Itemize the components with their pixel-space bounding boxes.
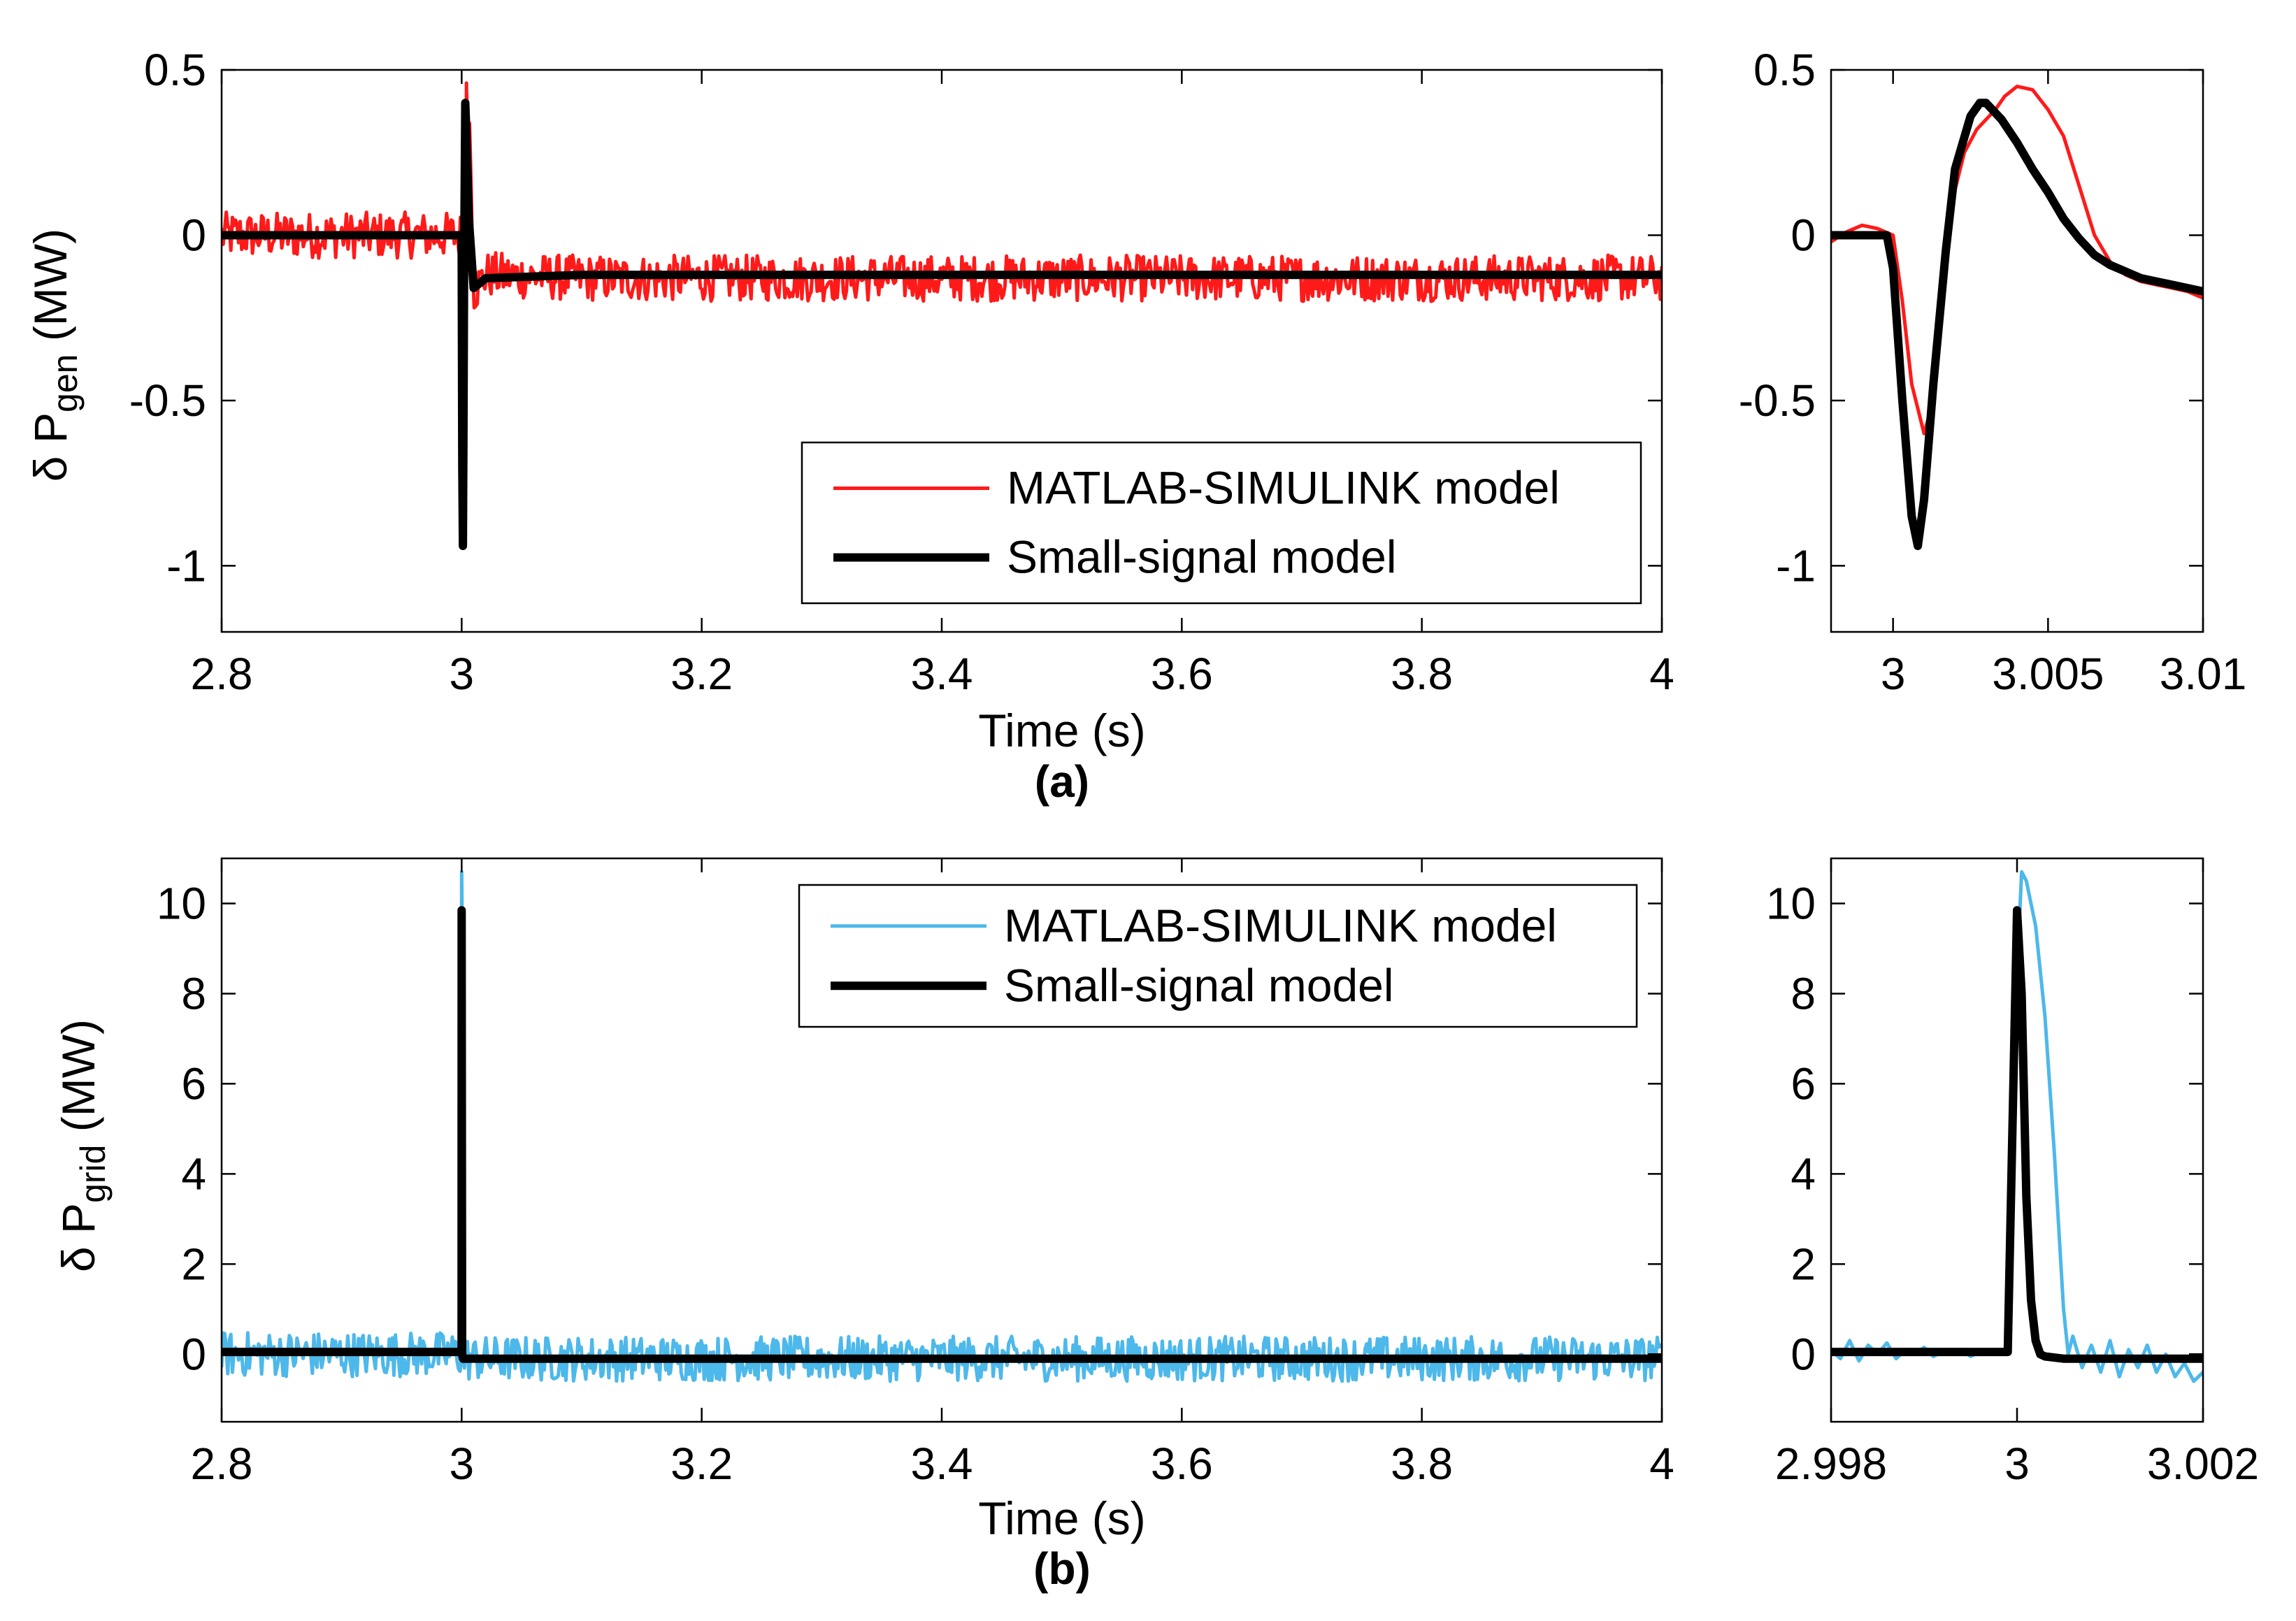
panel-a-ylabel-sub: gen [45,354,85,412]
x-tick-label: 3.002 [2147,1439,2259,1489]
x-tick-label: 2.8 [191,1439,253,1489]
series-b-zoom-simulink [1831,870,2203,1383]
x-tick-label: 2.8 [191,649,253,699]
panel-a-zoom-chart: 3 3.005 3.01 0.5 0 -0.5 -1 [1739,45,2247,699]
panel-a-ylabel: δ Pgen (MW) [24,229,85,482]
series-a-main-small-signal [222,99,1662,550]
x-tick-label: 2.998 [1775,1439,1887,1489]
series-b-main-small-signal [222,906,1662,1363]
panel-b-zoom-chart: 2.998 3 3.002 10 8 6 4 2 0 [1766,857,2259,1489]
y-tick-label: 10 [157,878,206,928]
legend-box [798,884,1638,1028]
svg-text:δ Pgen (MW): δ Pgen (MW) [24,229,85,482]
x-tick-label: 3 [1881,649,1906,699]
svg-text:δ Pgrid (MW): δ Pgrid (MW) [52,1019,113,1272]
y-tick-label: 4 [1791,1148,1816,1199]
x-tick-label: 4 [1649,649,1674,699]
legend-label-small-signal: Small-signal model [1004,959,1394,1011]
y-tick-label: 0 [181,1329,206,1379]
y-tick-label: -0.5 [1739,375,1816,426]
y-tick-label: -0.5 [129,375,206,426]
legend-label-small-signal: Small-signal model [1007,531,1397,583]
x-tick-label: 3 [450,649,475,699]
x-tick-label: 3.2 [670,649,733,699]
panel-b-label: (b) [1033,1543,1091,1594]
axes-box-a-zoom [1830,69,2204,633]
y-tick-label: -1 [166,540,206,591]
panel-b-ylabel-suffix: (MW) [52,1019,104,1145]
series-a-main-simulink [222,81,1662,419]
y-tick-label: 4 [181,1148,206,1199]
panel-b-ylabel-sub: grid [73,1145,113,1203]
panel-b-ylabel: δ Pgrid (MW) [52,1019,113,1272]
y-tick-label: 0.5 [144,45,206,95]
y-tick-label: 0 [1791,1329,1816,1379]
y-tick-label: 8 [1791,968,1816,1018]
panel-a-label: (a) [1035,756,1089,807]
y-tick-label: 0 [181,210,206,260]
panel-a-ylabel-suffix: (MW) [24,229,76,354]
y-tick-label: 0 [1791,210,1816,260]
x-tick-label: 3.8 [1391,649,1453,699]
x-tick-label: 3.8 [1391,1439,1453,1489]
series-b-zoom-small-signal [1831,906,2203,1363]
legend-label-simulink: MATLAB-SIMULINK model [1007,462,1560,514]
panel-a-main-chart: δ Pgen (MW) Time (s) (a) 2.8 3 3.2 3.4 3.6 3.… [24,45,1674,807]
x-tick-label: 3.01 [2160,649,2247,699]
y-tick-label: 8 [181,968,206,1018]
y-tick-label: 0.5 [1753,45,1816,95]
panel-b-main-chart: δ Pgrid (MW) Time (s) (b) 2.8 3 3.2 3.4 3.6 3… [52,857,1674,1594]
x-tick-label: 4 [1649,1439,1674,1489]
panel-a-xlabel: Time (s) [978,705,1146,756]
panel-b-xlabel: Time (s) [978,1492,1146,1544]
x-tick-label: 3 [450,1439,475,1489]
y-tick-label: 10 [1766,878,1816,928]
series-a-zoom-small-signal [1831,99,2203,550]
x-tick-label: 3.6 [1151,649,1213,699]
y-tick-label: 2 [181,1239,206,1289]
x-tick-label: 3.4 [911,649,973,699]
panel-a-ylabel-prefix: δ P [24,412,76,482]
y-tick-label: 2 [1791,1239,1816,1289]
x-tick-label: 3.005 [1992,649,2104,699]
legend-label-simulink: MATLAB-SIMULINK model [1004,900,1557,951]
y-tick-label: -1 [1776,540,1816,591]
x-tick-label: 3.6 [1151,1439,1213,1489]
x-tick-label: 3.2 [670,1439,733,1489]
y-tick-label: 6 [1791,1058,1816,1109]
legend-a-main: MATLAB-SIMULINK model Small-signal model [801,441,1642,605]
y-tick-label: 6 [181,1058,206,1109]
panel-b-ylabel-prefix: δ P [52,1203,104,1272]
x-tick-label: 3 [2004,1439,2030,1489]
legend-b-main: MATLAB-SIMULINK model Small-signal model [798,884,1638,1028]
x-tick-label: 3.4 [911,1439,973,1489]
legend-box [801,441,1642,605]
